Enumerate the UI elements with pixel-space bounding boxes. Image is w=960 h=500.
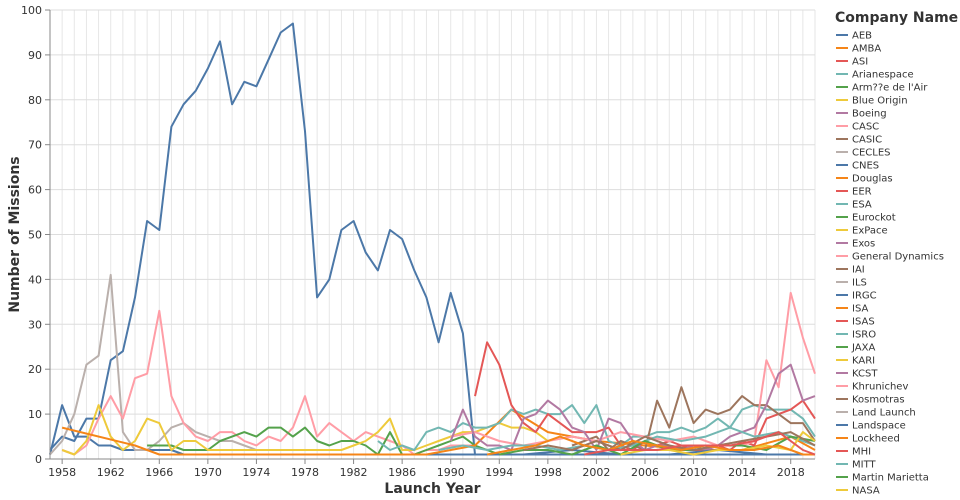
- legend-item-label: ISA: [852, 304, 868, 315]
- y-tick-label: 40: [28, 273, 42, 286]
- legend-item-label: IRGC: [852, 291, 877, 302]
- series-line: [61, 404, 549, 456]
- legend-item-label: Exos: [852, 239, 875, 250]
- legend-item-label: KCST: [852, 369, 878, 380]
- x-tick-label: 2018: [777, 466, 805, 479]
- y-tick-label: 100: [21, 4, 42, 17]
- legend-item-label: ISAS: [852, 317, 875, 328]
- legend-item-label: CNES: [852, 161, 879, 172]
- legend-item-label: ExPace: [852, 226, 888, 237]
- legend-item-label: Khrunichev: [852, 382, 908, 393]
- x-tick-label: 2006: [631, 466, 659, 479]
- x-tick-label: 1986: [388, 466, 416, 479]
- legend-item-label: Lockheed: [852, 434, 900, 445]
- legend-item-label: Eurockot: [852, 213, 896, 224]
- legend-item-label: IAI: [852, 265, 865, 276]
- x-tick-label: 1994: [485, 466, 513, 479]
- series-line: [377, 404, 816, 451]
- grid: [49, 9, 816, 460]
- x-tick-label: 1990: [437, 466, 465, 479]
- axes: 0 10 20 30 40 50 60 70 80 90 100 1958 1962 1966 1970 19…: [21, 4, 815, 479]
- legend-item-label: ASI: [852, 57, 868, 68]
- legend-title: Company Name: [835, 10, 958, 26]
- x-tick-label: 1974: [242, 466, 270, 479]
- x-tick-label: 1970: [194, 466, 222, 479]
- legend-item-label: NASA: [852, 486, 880, 497]
- legend-item-label: MITT: [852, 460, 877, 471]
- series-line: [49, 404, 815, 456]
- legend-item-label: Landspace: [852, 421, 906, 432]
- legend-item-label: Arm??e de l'Air: [852, 83, 928, 94]
- y-tick-label: 90: [28, 49, 42, 62]
- y-axis-title: Number of Missions: [7, 156, 23, 312]
- legend-item-label: CASIC: [852, 135, 882, 146]
- legend-item-label: MHI: [852, 447, 871, 458]
- legend-item-label: Martin Marietta: [852, 473, 929, 484]
- legend-item-label: Boeing: [852, 109, 887, 120]
- series-lines: [49, 22, 816, 456]
- series-line: [61, 309, 475, 456]
- y-tick-label: 70: [28, 139, 42, 152]
- y-tick-label: 30: [28, 318, 42, 331]
- legend-item-label: AMBA: [852, 44, 881, 55]
- x-tick-label: 1982: [340, 466, 368, 479]
- x-axis-title: Launch Year: [384, 481, 480, 497]
- series-line: [147, 426, 500, 456]
- legend: Company Name AEB AMBA ASI Arianespace Arm??e…: [835, 10, 958, 497]
- legend-item-label: EER: [852, 187, 872, 198]
- legend-item-label: Blue Origin: [852, 96, 908, 107]
- x-tick-label: 1978: [291, 466, 319, 479]
- series-line: [438, 426, 816, 451]
- x-tick-label: 1958: [48, 466, 76, 479]
- series-line: [49, 273, 269, 456]
- y-tick-label: 50: [28, 229, 42, 242]
- series-line: [49, 22, 476, 455]
- legend-item-label: General Dynamics: [852, 252, 944, 263]
- legend-item-label: ISRO: [852, 330, 876, 341]
- legend-item-label: Arianespace: [852, 70, 914, 81]
- legend-item-label: Land Launch: [852, 408, 916, 419]
- legend-item-label: AEB: [852, 31, 872, 42]
- x-tick-label: 2010: [680, 466, 708, 479]
- y-tick-label: 10: [28, 408, 42, 421]
- legend-item-label: Douglas: [852, 174, 893, 185]
- y-tick-label: 60: [28, 184, 42, 197]
- legend-item-label: JAXA: [851, 343, 875, 354]
- legend-item-label: KARI: [852, 356, 875, 367]
- series-line: [487, 449, 815, 456]
- series-line: [486, 435, 815, 456]
- x-tick-label: 2002: [582, 466, 610, 479]
- series-line: [584, 431, 816, 456]
- x-tick-label: 1966: [145, 466, 173, 479]
- x-tick-label: 2014: [728, 466, 756, 479]
- legend-item-label: ILS: [852, 278, 867, 289]
- legend-item-label: Kosmotras: [852, 395, 905, 406]
- legend-item-label: CASC: [852, 122, 879, 133]
- y-tick-label: 0: [35, 453, 42, 466]
- legend-item-label: CECLES: [852, 148, 891, 159]
- y-tick-label: 20: [28, 363, 42, 376]
- x-tick-label: 1962: [97, 466, 125, 479]
- y-tick-label: 80: [28, 94, 42, 107]
- legend-item-label: ESA: [852, 200, 872, 211]
- x-tick-label: 1998: [534, 466, 562, 479]
